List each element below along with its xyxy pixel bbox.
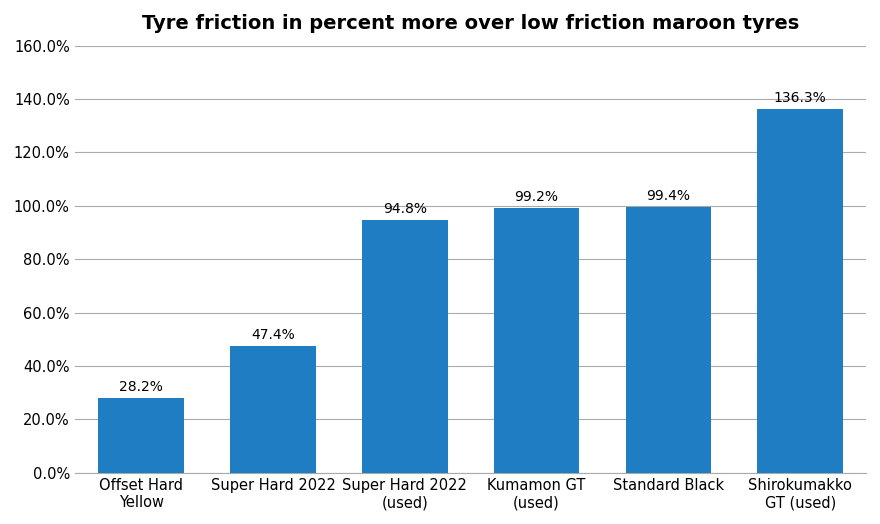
Bar	[758, 109, 843, 473]
Bar	[99, 398, 184, 473]
Bar	[231, 346, 316, 473]
Text: 28.2%: 28.2%	[120, 379, 163, 394]
Text: 94.8%: 94.8%	[383, 202, 427, 216]
Text: 47.4%: 47.4%	[251, 328, 295, 342]
Bar	[494, 208, 579, 473]
Bar	[626, 208, 711, 473]
Text: 99.2%: 99.2%	[515, 190, 559, 204]
Text: 99.4%: 99.4%	[647, 189, 691, 203]
Title: Tyre friction in percent more over low friction maroon tyres: Tyre friction in percent more over low f…	[142, 14, 799, 33]
Bar	[362, 220, 448, 473]
Text: 136.3%: 136.3%	[774, 91, 826, 105]
